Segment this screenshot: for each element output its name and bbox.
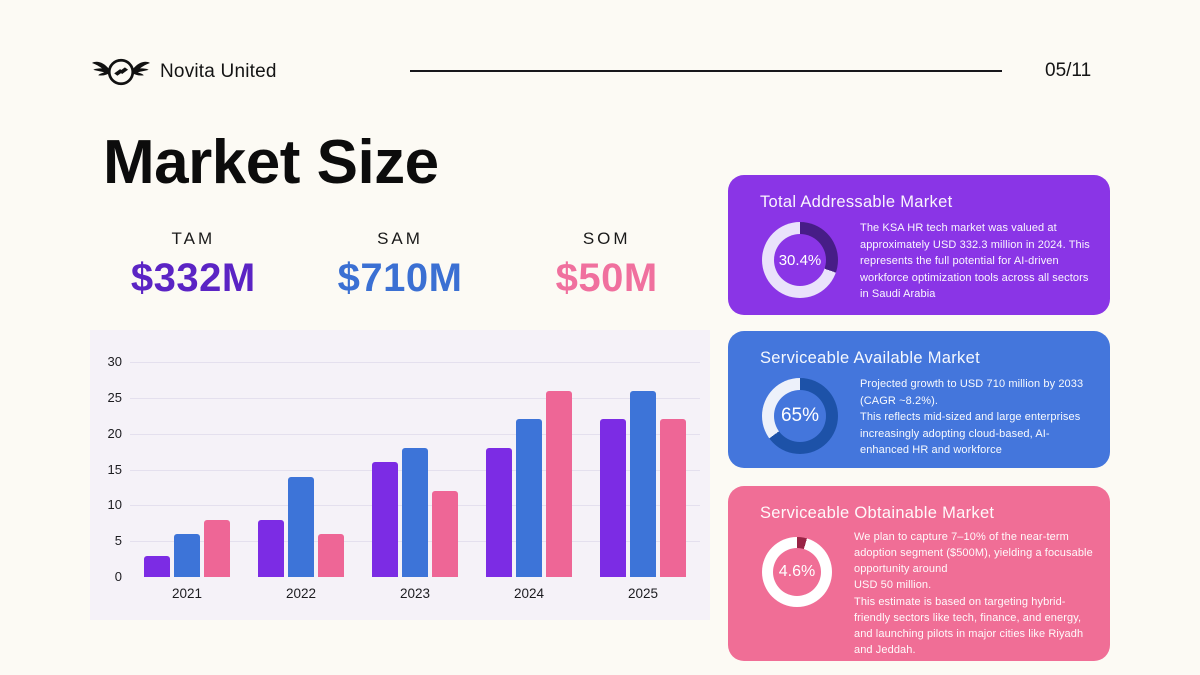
metric-tam-value: $332M (130, 256, 256, 300)
card-total-addressable-market: Total Addressable Market 30.4% The KSA H… (728, 175, 1110, 315)
metric-sam: SAM $710M (297, 229, 504, 301)
card-content: 65% Projected growth to USD 710 million … (760, 368, 1096, 459)
donut-chart-som: 4.6% (762, 537, 832, 607)
metric-som-value: $50M (555, 256, 658, 300)
bar-sam-2024 (516, 419, 542, 577)
metric-som: SOM $50M (503, 229, 710, 301)
card-content: 4.6% We plan to capture 7–10% of the nea… (760, 523, 1096, 658)
card-title: Total Addressable Market (760, 193, 953, 211)
header-divider-line (410, 70, 1002, 72)
bar-tam-2024 (486, 448, 512, 577)
x-axis-label: 2022 (285, 586, 317, 601)
card-title: Serviceable Obtainable Market (760, 504, 995, 522)
card-serviceable-available-market: Serviceable Available Market 65% Project… (728, 331, 1110, 468)
x-axis-label: 2023 (399, 586, 431, 601)
x-axis-label: 2024 (513, 586, 545, 601)
card-title: Serviceable Available Market (760, 349, 980, 367)
brand-logo-icon (92, 58, 150, 86)
metric-tam-label: TAM (171, 229, 216, 248)
bar-sam-2025 (630, 390, 656, 577)
gridline (130, 362, 700, 363)
bar-sam-2022 (288, 476, 314, 577)
brand-name: Novita United (160, 61, 277, 82)
card-body-text: We plan to capture 7–10% of the near-ter… (854, 531, 1093, 657)
bar-som-2022 (318, 534, 344, 577)
metric-som-label: SOM (582, 229, 631, 248)
donut-percent: 4.6% (773, 548, 821, 596)
metric-sam-label: SAM (377, 229, 423, 248)
bar-tam-2022 (258, 519, 284, 577)
bar-tam-2021 (144, 555, 170, 577)
metric-sam-value: $710M (337, 256, 463, 300)
donut-chart-sam: 65% (762, 378, 838, 454)
bar-tam-2025 (600, 419, 626, 577)
y-axis-tick-label: 0 (114, 569, 122, 584)
bar-som-2021 (204, 519, 230, 577)
bar-chart: 0 5 10 15 20 25 30 2021 2022 2023 2024 2025 (90, 330, 710, 620)
bar-som-2024 (546, 390, 572, 577)
y-axis-tick-label: 10 (107, 497, 122, 513)
bar-sam-2023 (402, 448, 428, 577)
card-body-text: Projected growth to USD 710 million by 2… (860, 378, 1084, 456)
donut-chart-tam: 30.4% (762, 222, 838, 298)
bar-som-2023 (432, 491, 458, 577)
metric-tam: TAM $332M (90, 229, 297, 301)
donut-percent: 65% (774, 390, 826, 442)
card-content: 30.4% The KSA HR tech market was valued … (760, 212, 1096, 303)
y-axis-tick-label: 5 (114, 533, 122, 549)
y-axis-tick-label: 15 (107, 461, 122, 477)
y-axis-tick-label: 30 (107, 354, 122, 369)
card-body-text: The KSA HR tech market was valued at app… (860, 222, 1090, 300)
y-axis-tick-label: 20 (107, 425, 122, 441)
page-number: 05/11 (1045, 60, 1092, 81)
bar-tam-2023 (372, 462, 398, 577)
donut-percent: 30.4% (774, 234, 826, 286)
x-axis-label: 2021 (171, 586, 203, 601)
x-axis-label: 2025 (627, 586, 659, 601)
page-title: Market Size (103, 128, 439, 197)
gridline (130, 433, 700, 435)
bar-som-2025 (660, 419, 686, 577)
y-axis-tick-label: 25 (107, 389, 122, 405)
card-serviceable-obtainable-market: Serviceable Obtainable Market 4.6% We pl… (728, 486, 1110, 661)
bar-sam-2021 (174, 534, 200, 577)
market-metrics: TAM $332M SAM $710M SOM $50M (90, 229, 710, 301)
gridline (130, 397, 700, 399)
